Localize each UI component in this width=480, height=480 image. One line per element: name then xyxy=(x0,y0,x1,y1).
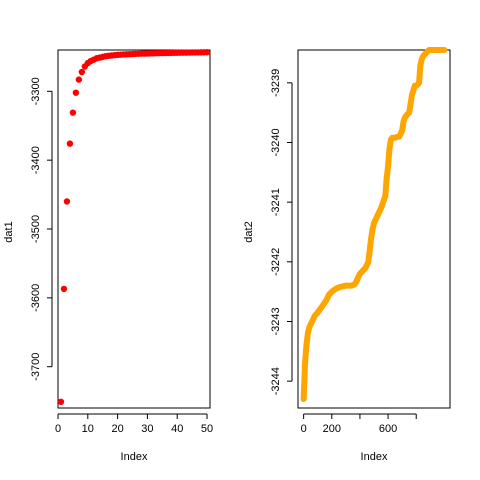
panel-dat1: 0 10 20 30 40 50 -3700 -3600 -3500 -3400 -3300 In… xyxy=(3,49,213,463)
x-axis-dat1: 0 10 20 30 40 50 xyxy=(55,413,213,435)
y-tick-label: -3240 xyxy=(270,128,282,156)
y-tick-label: -3500 xyxy=(30,215,42,243)
y-tick-label: -3243 xyxy=(270,307,282,335)
y-tick-label: -3241 xyxy=(270,188,282,216)
data-point xyxy=(78,68,86,76)
x-axis-dat2: 0 200 600 xyxy=(301,413,417,435)
panel-dat2: 0 200 600 -3244 -3243 -3242 -3241 -3240 -3239 I… xyxy=(243,47,451,463)
x-tick-label: 0 xyxy=(301,423,307,435)
data-point xyxy=(69,109,77,116)
data-point xyxy=(57,398,65,406)
series-dat2-line xyxy=(300,47,448,403)
x-tick-label: 40 xyxy=(171,423,183,435)
data-point xyxy=(203,49,211,56)
x-tick-label: 30 xyxy=(141,423,153,435)
data-point xyxy=(63,198,71,205)
y-axis-dat2: -3244 -3243 -3242 -3241 -3240 -3239 xyxy=(270,69,293,395)
y-axis-dat1: -3700 -3600 -3500 -3400 -3300 xyxy=(30,77,53,381)
data-point xyxy=(75,76,83,83)
y-axis-label-dat1: dat1 xyxy=(3,221,15,242)
y-tick-label: -3400 xyxy=(30,146,42,174)
x-tick-label: 200 xyxy=(323,423,341,435)
x-axis-label-dat2: Index xyxy=(361,451,388,463)
y-tick-label: -3239 xyxy=(270,69,282,97)
data-point xyxy=(66,140,74,147)
y-tick-label: -3600 xyxy=(30,284,42,312)
x-tick-label: 10 xyxy=(82,423,94,435)
y-tick-label: -3242 xyxy=(270,248,282,276)
x-tick-label: 600 xyxy=(379,423,397,435)
x-tick-label: 0 xyxy=(55,423,61,435)
x-axis-label-dat1: Index xyxy=(121,451,148,463)
data-point xyxy=(60,285,68,293)
x-tick-label: 20 xyxy=(111,423,123,435)
y-tick-label: -3300 xyxy=(30,77,42,105)
series-dat1-points xyxy=(57,49,211,406)
plot-frame-dat1 xyxy=(57,49,211,409)
series-line xyxy=(300,47,448,403)
x-tick-label: 50 xyxy=(201,423,213,435)
plot-frame-dat2 xyxy=(297,49,451,409)
data-point xyxy=(72,89,80,96)
y-tick-label: -3700 xyxy=(30,353,42,381)
y-tick-label: -3244 xyxy=(270,367,282,395)
y-axis-label-dat2: dat2 xyxy=(243,221,255,242)
